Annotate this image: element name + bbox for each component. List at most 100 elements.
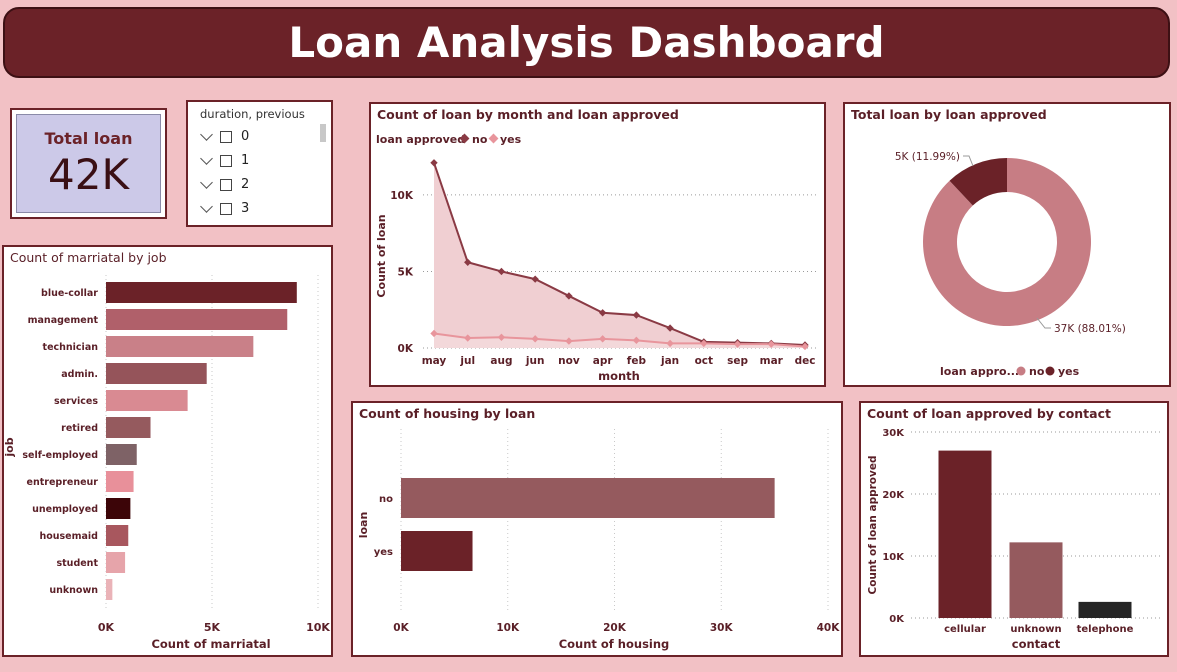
marital-category-label: self-employed	[22, 450, 98, 461]
marital-category-label: entrepreneur	[27, 477, 99, 488]
contact-ytick: 10K	[882, 552, 905, 563]
month-point-no[interactable]	[565, 292, 573, 300]
month-point-no[interactable]	[430, 159, 438, 167]
donut-legend-yes: yes	[1058, 365, 1080, 378]
legend-yes-marker	[1045, 366, 1055, 376]
marital-bar[interactable]	[106, 498, 131, 519]
slicer-item-1[interactable]: 1	[200, 151, 249, 168]
housing-by-loan-panel[interactable]: Count of housing by loan no yes 0K 10K 20K 3…	[351, 401, 843, 657]
contact-bar[interactable]	[938, 450, 992, 618]
contact-ytick: 0K	[889, 614, 905, 625]
month-xtick: jan	[660, 355, 679, 367]
donut-slice-no[interactable]	[923, 158, 1091, 326]
loan-approved-by-contact-panel[interactable]: Count of loan approved by contact cellul…	[859, 401, 1169, 657]
marital-bar[interactable]	[106, 282, 297, 303]
month-xtick: apr	[593, 355, 614, 367]
contact-xlabel: contact	[1012, 637, 1061, 651]
housing-bar[interactable]	[401, 478, 775, 518]
slicer-scrollbar[interactable]	[320, 124, 326, 142]
month-point-no[interactable]	[464, 258, 472, 266]
marital-bar[interactable]	[106, 444, 137, 465]
loan-by-month-panel[interactable]: Count of loan by month and loan approved…	[369, 102, 826, 387]
month-legend-no: no	[472, 133, 488, 146]
kpi-label: Total loan	[44, 128, 133, 148]
housing-category-label: yes	[374, 547, 393, 558]
marital-category-label: unknown	[49, 585, 98, 596]
checkbox[interactable]	[220, 130, 232, 143]
month-point-yes[interactable]	[767, 340, 775, 348]
month-line-yes[interactable]	[433, 332, 806, 348]
marital-by-job-panel[interactable]: Count of marriatal by job blue-collar man…	[2, 245, 333, 657]
slicer-item-0[interactable]: 0	[200, 127, 249, 144]
month-point-no[interactable]	[598, 309, 607, 317]
contact-chart-svg: cellular unknown telephone 0K 10K 20K 30K Cou…	[867, 428, 1161, 651]
contact-ylabel: Count of loan approved	[867, 455, 879, 594]
marital-bar[interactable]	[106, 579, 113, 600]
month-line-no[interactable]	[433, 162, 806, 346]
contact-ytick: 20K	[882, 490, 905, 501]
donut-chart-title: Total loan by loan approved	[851, 107, 1047, 122]
housing-xtick: 20K	[603, 622, 627, 634]
month-xtick: sep	[727, 355, 748, 367]
month-point-no[interactable]	[666, 324, 674, 332]
marital-category-label: unemployed	[32, 504, 98, 515]
month-legend-yes: yes	[500, 133, 522, 146]
chevron-down-icon[interactable]	[200, 199, 213, 213]
housing-xtick: 10K	[496, 622, 520, 634]
marital-bar[interactable]	[106, 552, 126, 573]
legend-no-marker	[1016, 366, 1026, 376]
donut-slice-yes[interactable]	[949, 158, 1007, 206]
month-xlabel: month	[598, 369, 640, 383]
checkbox[interactable]	[220, 202, 232, 215]
marital-bar[interactable]	[106, 363, 207, 384]
slicer-item-3[interactable]: 3	[200, 199, 249, 216]
total-loan-by-approved-panel[interactable]: Total loan by loan approved 5K (11.99%) …	[843, 102, 1171, 387]
marital-category-label: technician	[43, 342, 99, 353]
contact-ytick: 30K	[882, 428, 905, 439]
marital-bar[interactable]	[106, 471, 134, 492]
marital-bar[interactable]	[106, 309, 288, 330]
marital-chart-svg: blue-collar management technician admin. ser…	[4, 275, 330, 651]
contact-category-label: cellular	[944, 624, 986, 635]
checkbox[interactable]	[220, 178, 232, 191]
contact-bar[interactable]	[1009, 542, 1063, 618]
dashboard-title: Loan Analysis Dashboard	[288, 18, 885, 67]
chevron-down-icon[interactable]	[200, 127, 213, 141]
checkbox[interactable]	[220, 154, 232, 167]
marital-category-label: admin.	[61, 369, 98, 380]
housing-ylabel: loan	[357, 512, 370, 539]
marital-bar[interactable]	[106, 525, 129, 546]
marital-category-label: retired	[61, 423, 98, 434]
marital-category-label: blue-collar	[41, 288, 98, 299]
chevron-down-icon[interactable]	[200, 175, 213, 189]
month-point-yes[interactable]	[666, 339, 674, 348]
month-point-yes[interactable]	[598, 335, 607, 343]
housing-bar[interactable]	[401, 531, 473, 571]
leader-line-no	[1036, 317, 1051, 329]
donut-chart-svg: 5K (11.99%) 37K (88.01%) loan appro... n…	[895, 151, 1126, 378]
month-xtick: oct	[695, 355, 713, 367]
month-point-no[interactable]	[497, 267, 506, 276]
month-xtick: mar	[760, 355, 784, 367]
month-xtick: jun	[525, 355, 545, 367]
month-point-yes[interactable]	[430, 329, 438, 338]
legend-yes-marker	[488, 133, 499, 144]
slicer-item-label: 2	[241, 177, 250, 192]
month-point-yes[interactable]	[565, 337, 573, 345]
marital-bar[interactable]	[106, 390, 188, 411]
slicer-title: duration, previous	[200, 107, 305, 121]
contact-bar[interactable]	[1078, 601, 1132, 618]
marital-xtick: 10K	[306, 621, 330, 634]
month-area-no	[434, 162, 805, 348]
marital-bar[interactable]	[106, 336, 254, 357]
duration-slicer[interactable]: duration, previous 0 1 2 3	[186, 100, 333, 227]
donut-legend-title: loan appro...	[940, 365, 1019, 378]
chevron-down-icon[interactable]	[200, 151, 213, 165]
marital-bar[interactable]	[106, 417, 151, 438]
total-loan-card[interactable]: Total loan 42K	[10, 108, 167, 219]
month-xtick: dec	[795, 355, 816, 367]
slicer-item-2[interactable]: 2	[200, 175, 250, 192]
housing-xtick: 40K	[817, 622, 841, 634]
housing-xlabel: Count of housing	[559, 637, 670, 651]
kpi-inner: Total loan 42K	[16, 114, 161, 213]
